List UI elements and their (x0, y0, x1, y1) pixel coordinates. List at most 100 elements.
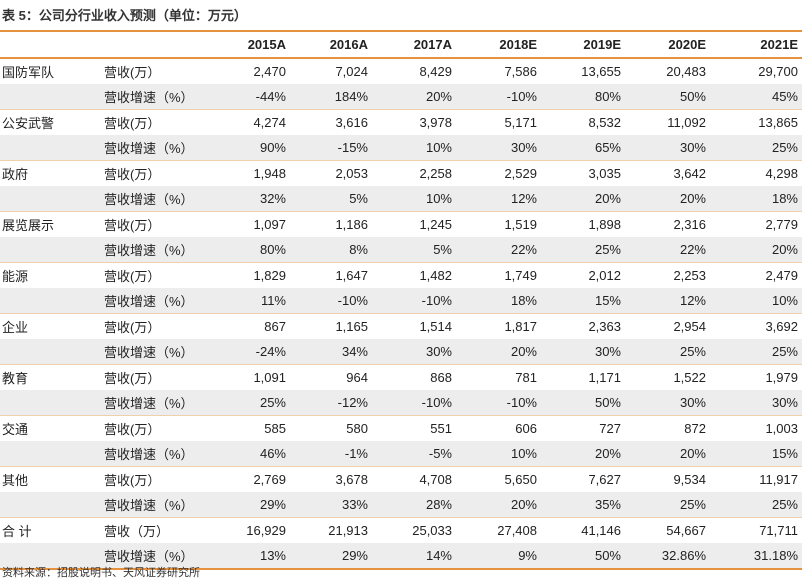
segment-name: 教育 (0, 364, 100, 390)
cell-value: 10% (456, 441, 541, 467)
cell-value: 1,979 (710, 364, 802, 390)
row-label: 营收增速（%） (100, 390, 205, 416)
segment-blank (0, 543, 100, 570)
column-header: 2021E (710, 30, 802, 59)
cell-value: 5,171 (456, 109, 541, 135)
segment-blank (0, 186, 100, 212)
cell-value: 15% (541, 288, 625, 314)
table-row: 公安武警 营收(万） 4,274 3,616 3,978 5,171 8,532 11,092… (0, 109, 802, 135)
cell-value: 18% (710, 186, 802, 212)
cell-value: 25% (710, 339, 802, 365)
cell-value: 868 (372, 364, 456, 390)
cell-value: 10% (372, 186, 456, 212)
cell-value: 18% (456, 288, 541, 314)
cell-value: 30% (456, 135, 541, 161)
cell-value: 580 (290, 415, 372, 441)
cell-value: 872 (625, 415, 710, 441)
cell-value: 20% (456, 492, 541, 518)
row-label: 营收(万） (100, 160, 205, 186)
cell-value: 1,482 (372, 262, 456, 288)
cell-value: 727 (541, 415, 625, 441)
cell-value: -44% (205, 84, 290, 110)
cell-value: 7,627 (541, 466, 625, 492)
cell-value: 50% (625, 84, 710, 110)
segment-name: 国防军队 (0, 57, 100, 84)
cell-value: 1,647 (290, 262, 372, 288)
table-row: 营收增速（%） 13% 29% 14% 9% 50% 32.86% 31.18% (0, 543, 802, 570)
cell-value: 13,865 (710, 109, 802, 135)
cell-value: 20% (625, 186, 710, 212)
cell-value: 16,929 (205, 517, 290, 543)
cell-value: 2,779 (710, 211, 802, 237)
cell-value: 2,954 (625, 313, 710, 339)
cell-value: 20% (710, 237, 802, 263)
cell-value: 5% (372, 237, 456, 263)
table-row: 企业 营收(万） 867 1,165 1,514 1,817 2,363 2,954 3,692 (0, 313, 802, 339)
segment-blank (0, 441, 100, 467)
row-label: 营收(万） (100, 211, 205, 237)
table-row: 国防军队 营收(万） 2,470 7,024 8,429 7,586 13,655 20,48… (0, 57, 802, 84)
segment-name: 企业 (0, 313, 100, 339)
row-label: 营收(万） (100, 313, 205, 339)
segment-name: 合 计 (0, 517, 100, 543)
cell-value: 21,913 (290, 517, 372, 543)
column-header: 2015A (205, 30, 290, 59)
cell-value: 25% (205, 390, 290, 416)
header-blank (100, 30, 205, 59)
table-row: 其他 营收(万） 2,769 3,678 4,708 5,650 7,627 9,534 11,… (0, 466, 802, 492)
cell-value: 12% (456, 186, 541, 212)
cell-value: 3,642 (625, 160, 710, 186)
cell-value: 31.18% (710, 543, 802, 570)
cell-value: -12% (290, 390, 372, 416)
cell-value: 71,711 (710, 517, 802, 543)
cell-value: 1,165 (290, 313, 372, 339)
segment-blank (0, 84, 100, 110)
table-row: 营收增速（%） -24% 34% 30% 20% 30% 25% 25% (0, 339, 802, 365)
cell-value: 10% (372, 135, 456, 161)
cell-value: 30% (710, 390, 802, 416)
cell-value: 1,829 (205, 262, 290, 288)
cell-value: 2,053 (290, 160, 372, 186)
cell-value: 7,024 (290, 57, 372, 84)
cell-value: 1,003 (710, 415, 802, 441)
row-label: 营收增速（%） (100, 135, 205, 161)
cell-value: 11,917 (710, 466, 802, 492)
cell-value: 9,534 (625, 466, 710, 492)
cell-value: 2,258 (372, 160, 456, 186)
cell-value: 1,091 (205, 364, 290, 390)
segment-blank (0, 135, 100, 161)
cell-value: 3,035 (541, 160, 625, 186)
cell-value: 80% (205, 237, 290, 263)
table-row: 营收增速（%） 25% -12% -10% -10% 50% 30% 30% (0, 390, 802, 416)
cell-value: -1% (290, 441, 372, 467)
cell-value: 3,678 (290, 466, 372, 492)
cell-value: 22% (456, 237, 541, 263)
header-blank (0, 30, 100, 59)
cell-value: 184% (290, 84, 372, 110)
cell-value: 29% (290, 543, 372, 570)
cell-value: 11% (205, 288, 290, 314)
cell-value: -10% (372, 390, 456, 416)
segment-name: 公安武警 (0, 109, 100, 135)
cell-value: 2,363 (541, 313, 625, 339)
cell-value: 30% (625, 135, 710, 161)
cell-value: 28% (372, 492, 456, 518)
cell-value: 2,529 (456, 160, 541, 186)
row-label: 营收(万） (100, 57, 205, 84)
cell-value: 30% (372, 339, 456, 365)
cell-value: 10% (710, 288, 802, 314)
cell-value: 7,586 (456, 57, 541, 84)
cell-value: 20% (625, 441, 710, 467)
row-label: 营收增速（%） (100, 186, 205, 212)
cell-value: 2,769 (205, 466, 290, 492)
table-body: 国防军队 营收(万） 2,470 7,024 8,429 7,586 13,655 20,48… (0, 57, 802, 570)
cell-value: 33% (290, 492, 372, 518)
cell-value: 1,898 (541, 211, 625, 237)
cell-value: 46% (205, 441, 290, 467)
cell-value: 5,650 (456, 466, 541, 492)
table-row: 营收增速（%） 32% 5% 10% 12% 20% 20% 18% (0, 186, 802, 212)
cell-value: 20% (541, 186, 625, 212)
cell-value: 964 (290, 364, 372, 390)
cell-value: 1,186 (290, 211, 372, 237)
segment-blank (0, 492, 100, 518)
